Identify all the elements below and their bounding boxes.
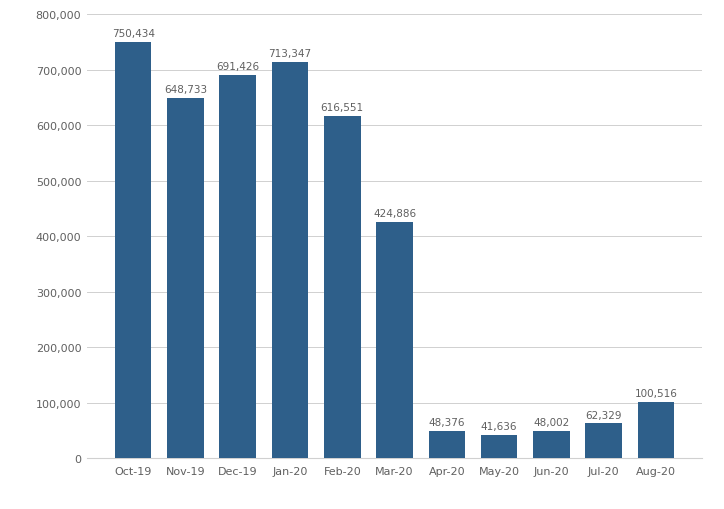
Bar xyxy=(167,99,203,458)
Bar xyxy=(219,75,256,458)
Text: 424,886: 424,886 xyxy=(373,209,416,219)
Bar xyxy=(638,403,674,458)
Text: 48,002: 48,002 xyxy=(534,418,570,428)
Bar xyxy=(324,117,361,458)
Bar xyxy=(586,423,622,458)
Text: 648,733: 648,733 xyxy=(164,85,207,95)
Text: 691,426: 691,426 xyxy=(216,62,259,71)
Bar xyxy=(533,432,570,458)
Text: 616,551: 616,551 xyxy=(321,103,364,113)
Text: 48,376: 48,376 xyxy=(429,417,465,428)
Text: 41,636: 41,636 xyxy=(481,421,518,431)
Bar xyxy=(481,435,518,458)
Text: 713,347: 713,347 xyxy=(269,49,311,60)
Text: 100,516: 100,516 xyxy=(634,388,678,399)
Bar xyxy=(376,223,413,458)
Text: 62,329: 62,329 xyxy=(586,410,622,420)
Text: 750,434: 750,434 xyxy=(111,29,155,39)
Bar xyxy=(272,63,308,458)
Bar xyxy=(115,43,151,458)
Bar xyxy=(429,431,465,458)
